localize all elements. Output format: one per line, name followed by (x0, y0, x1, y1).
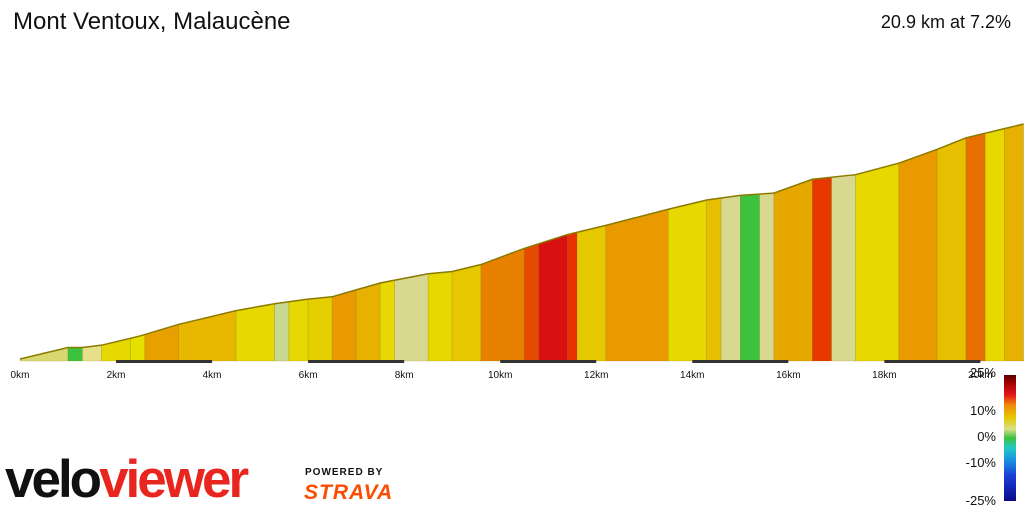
x-tick-label: 8km (394, 370, 414, 381)
gradient-segment-29 (812, 176, 832, 362)
gradient-segment-11 (331, 289, 357, 362)
gradient-segment-35 (984, 128, 1005, 362)
veloviewer-logo[interactable]: veloviewer (5, 450, 249, 510)
gradient-segment-26 (740, 193, 760, 362)
powered-by-label: POWERED BY (305, 467, 384, 478)
km-bar-3 (692, 360, 789, 363)
gradient-segment-33 (936, 137, 967, 362)
gradient-segment-1 (67, 347, 83, 362)
scale-label-10: 10% (969, 403, 996, 418)
logo-viewer: viewer (99, 450, 249, 509)
gradient-segment-17 (480, 247, 525, 362)
x-tick-label: 16km (776, 370, 801, 381)
gradient-segment-20 (567, 231, 578, 362)
km-marker-bars (116, 360, 981, 363)
km-bar-4 (884, 360, 981, 363)
scale-label-25: 25% (969, 365, 996, 380)
x-tick-label: 4km (202, 370, 222, 381)
x-tick-label: 10km (487, 370, 513, 381)
gradient-segment-21 (576, 224, 607, 362)
gradient-segment-15 (427, 271, 453, 362)
gradient-segment-16 (451, 264, 482, 362)
strava-logo[interactable]: STRAVA (304, 481, 394, 504)
km-bar-0 (116, 360, 213, 363)
gradient-segment-9 (288, 298, 309, 362)
gradient-segment-28 (773, 178, 813, 362)
page-title: Mont Ventoux, Malaucène (13, 8, 291, 35)
gradient-segment-30 (831, 174, 856, 362)
x-tick-label: 2km (106, 370, 126, 381)
gradient-segment-23 (667, 199, 707, 362)
gradient-segment-27 (759, 192, 775, 362)
scale-label-neg25: -25% (965, 493, 996, 508)
gradient-segment-19 (538, 234, 568, 362)
gradient-segment-32 (898, 148, 938, 362)
km-bar-2 (500, 360, 597, 363)
gradient-segment-8 (274, 301, 290, 362)
x-tick-label: 6km (298, 370, 318, 381)
gradient-segments (19, 123, 1024, 362)
climb-summary: 20.9 km at 7.2% (880, 12, 1011, 32)
km-bar-1 (308, 360, 405, 363)
gradient-segment-10 (307, 296, 333, 362)
elevation-profile-chart (19, 123, 1024, 363)
gradient-segment-25 (720, 195, 741, 362)
x-tick-label: 0km (10, 370, 30, 381)
gradient-segment-12 (355, 282, 381, 362)
scale-label-neg10: -10% (965, 455, 996, 470)
gradient-segment-7 (235, 303, 275, 362)
gradient-segment-22 (605, 208, 669, 362)
x-tick-label: 12km (584, 370, 609, 381)
scale-label-0: 0% (977, 429, 996, 444)
gradient-segment-18 (523, 243, 539, 362)
x-tick-label: 14km (680, 370, 705, 381)
x-tick-label: 20km (968, 370, 993, 381)
x-tick-label: 18km (872, 370, 897, 381)
gradient-segment-24 (706, 197, 722, 362)
gradient-segment-14 (394, 273, 429, 362)
gradient-segment-34 (965, 132, 986, 362)
gradient-segment-31 (855, 162, 900, 362)
profile-outline (19, 123, 1024, 360)
logo-velo: velo (5, 450, 102, 509)
gradient-color-scale (1004, 375, 1016, 501)
gradient-segment-36 (1004, 123, 1024, 362)
gradient-segment-13 (379, 279, 395, 362)
